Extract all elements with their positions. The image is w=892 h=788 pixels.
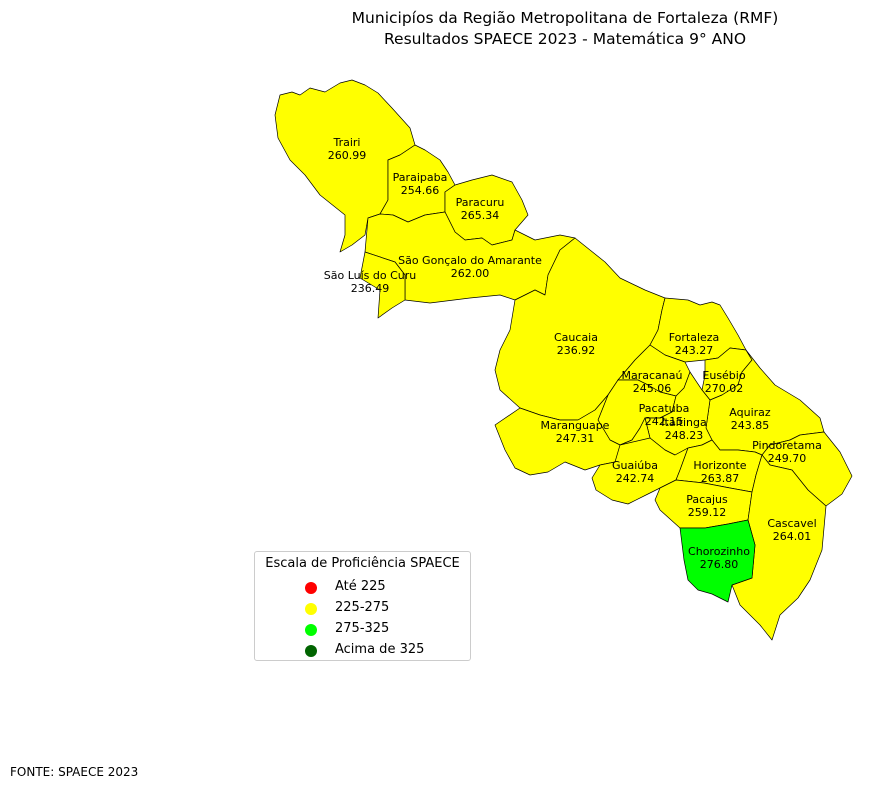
region-label-pindoretama: Pindoretama xyxy=(752,439,822,452)
map-title-line-2: Resultados SPAECE 2023 - Matemática 9° A… xyxy=(383,30,747,48)
legend-marker xyxy=(305,624,317,636)
region-label-guaiuba: Guaiúba xyxy=(612,459,658,472)
region-value-fortaleza: 243.27 xyxy=(675,344,714,357)
region-label-maranguape: Maranguape xyxy=(541,419,610,432)
region-value-cascavel: 264.01 xyxy=(773,530,812,543)
legend-item-acima-325: Acima de 325 xyxy=(255,641,470,661)
region-label-horizonte: Horizonte xyxy=(693,459,746,472)
legend-label: Até 225 xyxy=(335,579,386,594)
legend-marker xyxy=(305,582,317,594)
legend-marker xyxy=(305,603,317,615)
region-value-pacajus: 259.12 xyxy=(688,506,727,519)
region-value-pindoretama: 249.70 xyxy=(768,452,807,465)
legend-label: Acima de 325 xyxy=(335,642,425,657)
legend: Escala de Proficiência SPAECE Até 225 22… xyxy=(254,551,471,661)
region-label-pacatuba: Pacatuba xyxy=(639,402,690,415)
region-value-horizonte: 263.87 xyxy=(701,472,740,485)
legend-item-ate-225: Até 225 xyxy=(255,578,470,598)
region-label-fortaleza: Fortaleza xyxy=(669,331,720,344)
region-value-chorozinho: 276.80 xyxy=(700,558,739,571)
region-value-guaiuba: 242.74 xyxy=(616,472,655,485)
region-label-paraipaba: Paraipaba xyxy=(393,171,448,184)
legend-title: Escala de Proficiência SPAECE xyxy=(265,556,460,571)
region-sao-luis-do-curu xyxy=(359,251,406,319)
source-note: FONTE: SPAECE 2023 xyxy=(10,765,139,779)
map-title-line-1: Municipíos da Região Metropolitana de Fo… xyxy=(351,9,779,27)
region-value-caucaia: 236.92 xyxy=(557,344,596,357)
region-label-caucaia: Caucaia xyxy=(554,331,598,344)
legend-label: 275-325 xyxy=(335,621,390,636)
legend-item-225-275: 225-275 xyxy=(255,599,470,619)
region-value-maracanau: 245.06 xyxy=(633,382,672,395)
region-value-itaitinga: 248.23 xyxy=(665,429,704,442)
region-value-trairi: 260.99 xyxy=(328,149,367,162)
region-value-paraipaba: 254.66 xyxy=(401,184,440,197)
region-value-aquiraz: 243.85 xyxy=(731,419,770,432)
legend-marker xyxy=(305,645,317,657)
region-label-trairi: Trairi xyxy=(332,136,360,149)
region-label-sao-goncalo-do-amarante: São Gonçalo do Amarante xyxy=(398,254,542,267)
region-label-chorozinho: Chorozinho xyxy=(688,545,750,558)
region-value-maranguape: 247.31 xyxy=(556,432,595,445)
region-label-pacajus: Pacajus xyxy=(686,493,728,506)
region-value-sao-goncalo-do-amarante: 262.00 xyxy=(451,267,490,280)
region-label-paracuru: Paracuru xyxy=(456,196,505,209)
region-value-paracuru: 265.34 xyxy=(461,209,500,222)
legend-label: 225-275 xyxy=(335,600,390,615)
region-label-aquiraz: Aquiraz xyxy=(729,406,771,419)
region-guaiuba xyxy=(591,437,689,505)
region-value-sao-luis-do-curu: 236.49 xyxy=(351,282,390,295)
map-regions xyxy=(274,79,853,641)
region-value-eusebio: 270.02 xyxy=(705,382,744,395)
region-label-eusebio: Eusébio xyxy=(702,369,745,382)
region-value-pacatuba: 242.15 xyxy=(645,415,684,428)
region-chorozinho xyxy=(679,519,756,603)
region-label-maracanau: Maracanaú xyxy=(622,369,683,382)
map-title: Municipíos da Região Metropolitana de Fo… xyxy=(200,8,892,50)
region-maranguape xyxy=(494,394,651,476)
region-label-itaitinga: Itaitinga xyxy=(661,416,706,429)
region-label-cascavel: Cascavel xyxy=(767,517,816,530)
region-label-sao-luis-do-curu: São Luís do Curu xyxy=(324,269,417,282)
legend-item-275-325: 275-325 xyxy=(255,620,470,640)
